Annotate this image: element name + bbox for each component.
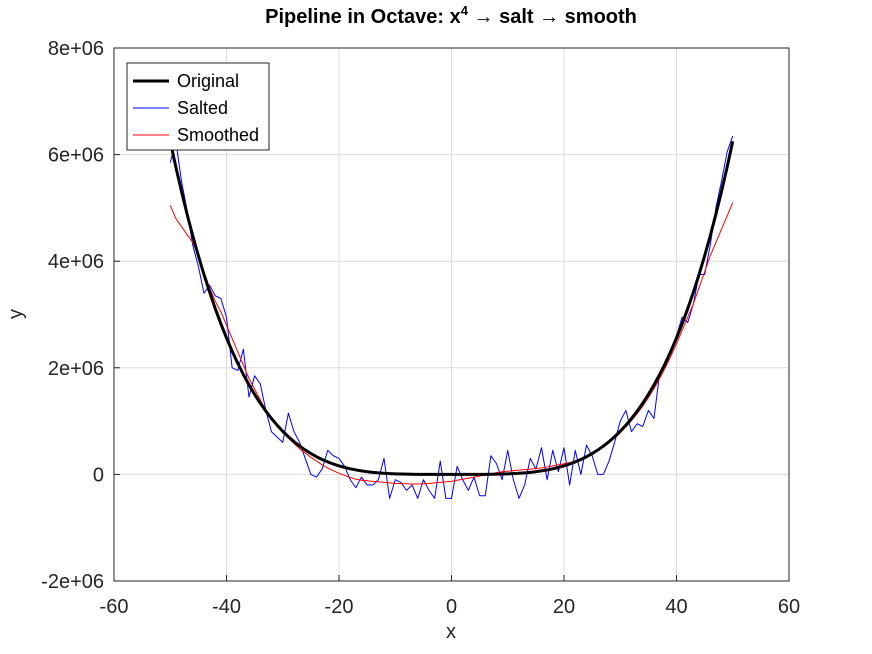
x-tick-label: 40 (665, 596, 687, 618)
legend-label-original: Original (177, 71, 239, 91)
chart-title-superscript: 4 (461, 3, 469, 18)
x-tick-label: -60 (100, 596, 129, 618)
y-tick-label: 6e+06 (48, 145, 104, 167)
y-tick-label: 4e+06 (48, 251, 104, 273)
series-group (168, 135, 735, 499)
legend-label-smoothed: Smoothed (177, 125, 259, 145)
series-line-original (168, 140, 735, 476)
legend-label-salted: Salted (177, 98, 228, 118)
y-tick-label: -2e+06 (41, 571, 104, 593)
x-tick-label: -40 (212, 596, 241, 618)
y-tick-label: 8e+06 (48, 38, 104, 60)
ticks: -60 -40 -20 0 20 40 60 -2e+06 0 2e+06 4e+06 6e+06 8e… (41, 38, 800, 618)
chart-title-main: Pipeline in Octave: x (265, 6, 461, 28)
chart-title-rest: → salt → smooth (468, 6, 637, 28)
x-tick-label: 60 (778, 596, 800, 618)
x-tick-label: -20 (325, 596, 354, 618)
chart-title: Pipeline in Octave: x4 → salt → smooth (265, 3, 637, 28)
x-axis-label: x (446, 621, 456, 643)
y-tick-label: 0 (93, 464, 104, 486)
y-axis-label: y (5, 309, 27, 319)
x-tick-label: 0 (446, 596, 457, 618)
y-tick-label: 2e+06 (48, 358, 104, 380)
series-line-salted (169, 135, 734, 499)
x-tick-label: 20 (553, 596, 575, 618)
legend: Original Salted Smoothed (126, 62, 270, 151)
